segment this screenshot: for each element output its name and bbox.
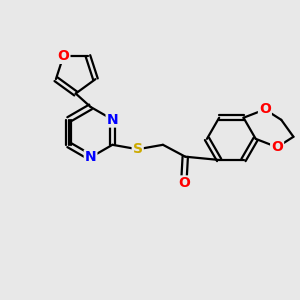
Text: N: N (85, 150, 96, 164)
Text: S: S (133, 142, 143, 156)
Text: O: O (271, 140, 283, 154)
Text: N: N (106, 112, 118, 127)
Text: O: O (178, 176, 190, 190)
Text: O: O (58, 49, 69, 63)
Text: O: O (259, 102, 271, 116)
